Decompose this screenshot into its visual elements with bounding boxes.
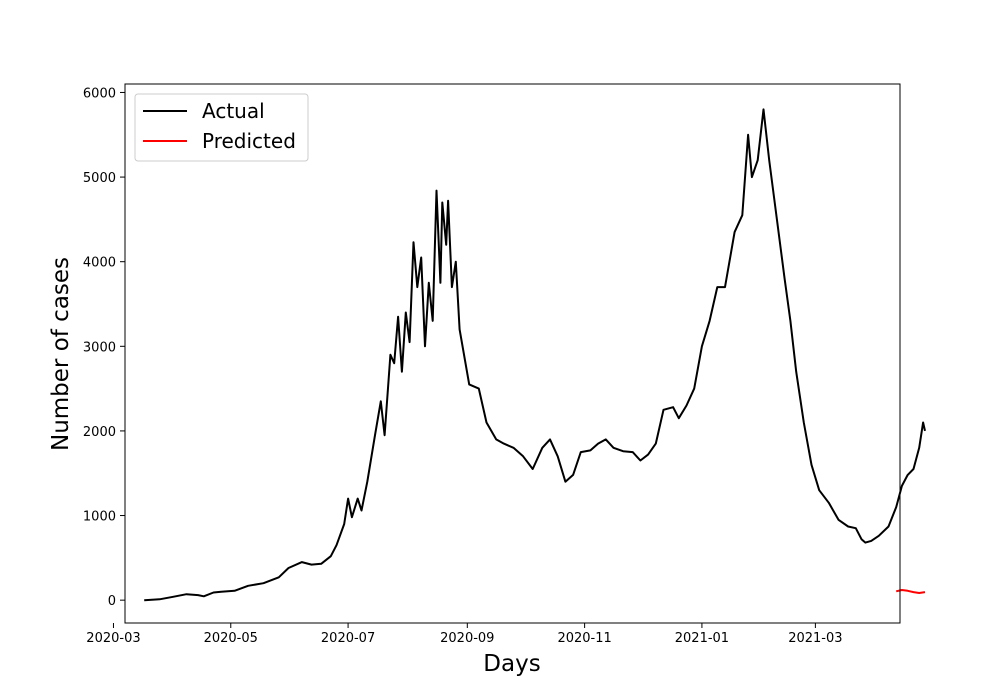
x-tick-label: 2020-03 xyxy=(86,631,140,646)
x-axis-ticks: 2020-03 2020-05 2020-07 2020-09 2020-11 2021-… xyxy=(86,623,843,646)
x-tick-label: 2020-09 xyxy=(440,631,494,646)
x-tick-label: 2021-01 xyxy=(675,631,729,646)
y-tick-label: 1000 xyxy=(83,510,116,525)
x-tick-label: 2021-03 xyxy=(788,631,842,646)
y-tick-label: 6000 xyxy=(83,86,116,101)
y-tick-label: 3000 xyxy=(83,340,116,355)
series-line-actual xyxy=(144,108,926,602)
x-axis-label: Days xyxy=(483,651,540,677)
axes-frame xyxy=(124,83,901,624)
x-tick-label: 2020-11 xyxy=(557,631,611,646)
y-axis-label: Number of cases xyxy=(48,257,74,451)
series-layer xyxy=(144,108,926,602)
y-tick-label: 5000 xyxy=(83,171,116,186)
y-tick-label: 0 xyxy=(108,594,116,609)
x-tick-label: 2020-05 xyxy=(204,631,258,646)
y-tick-label: 2000 xyxy=(83,425,116,440)
legend-label-actual: Actual xyxy=(202,99,265,123)
x-tick-label: 2020-07 xyxy=(321,631,375,646)
y-axis-ticks: 0 1000 2000 3000 4000 5000 6000 xyxy=(83,86,125,609)
legend: Actual Predicted xyxy=(134,93,309,162)
legend-label-predicted: Predicted xyxy=(202,129,296,153)
series-line-predicted xyxy=(895,589,926,594)
y-tick-label: 4000 xyxy=(83,256,116,271)
plot-area xyxy=(124,83,926,624)
